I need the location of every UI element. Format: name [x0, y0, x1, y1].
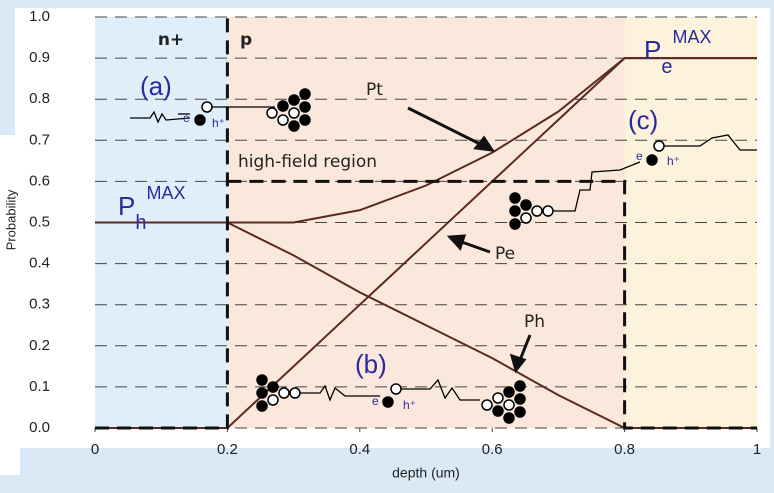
ph-max-sup: MAX	[146, 183, 185, 203]
y-tick-label: 0.3	[29, 296, 50, 313]
x-axis-label: depth (um)	[392, 465, 460, 481]
label-c: (c)	[628, 105, 658, 135]
region-label: p	[240, 30, 252, 50]
x-tick-label: 0.4	[349, 441, 370, 458]
y-tick-label: 0.5	[29, 213, 50, 230]
pe-max-sup: MAX	[672, 27, 711, 47]
chart: 0.0 0.1 0.2 0.3 0.4 0.5 0.6 0.7 0.8 0.9 1.0 0 0.2 0.4…	[0, 0, 774, 493]
y-tick-label: 0.1	[29, 378, 50, 395]
label-b: (b)	[355, 349, 387, 379]
y-tick-label: 0.8	[29, 90, 50, 107]
x-tick-label: 0.6	[482, 441, 503, 458]
x-tick-label: 0	[91, 441, 99, 458]
boundary-label: high-field region	[238, 152, 377, 172]
carrier-h: h⁺	[212, 116, 225, 130]
label-a: (a)	[140, 71, 172, 101]
carrier-h: h⁺	[403, 398, 416, 412]
ph-max-sub: h	[135, 212, 146, 234]
y-tick-label: 0.2	[29, 337, 50, 354]
y-tick-label: 1.0	[29, 8, 50, 25]
x-tick-label: 0.8	[614, 441, 635, 458]
y-tick-label: 0.9	[29, 49, 50, 66]
ph-max-base: P	[118, 191, 135, 221]
x-tick-label: 0.2	[217, 441, 238, 458]
x-tick-label: 1	[753, 441, 761, 458]
region-label: n+	[158, 30, 184, 50]
y-axis-label: Probability	[3, 189, 18, 250]
series-label: Ph	[524, 312, 545, 332]
series-label: Pe	[495, 244, 515, 264]
y-tick-label: 0.7	[29, 131, 50, 148]
y-tick-label: 0.6	[29, 172, 50, 189]
carrier-e: e	[372, 394, 379, 408]
y-tick-label: 0.4	[29, 255, 50, 272]
pe-max-sub: e	[661, 56, 672, 78]
y-tick-label: 0.0	[29, 419, 50, 436]
carrier-e: e	[636, 149, 643, 163]
pe-max-base: P	[644, 35, 661, 65]
carrier-h: h⁺	[667, 154, 680, 168]
carrier-e: e	[183, 111, 190, 125]
series-label: Pt	[366, 80, 383, 100]
